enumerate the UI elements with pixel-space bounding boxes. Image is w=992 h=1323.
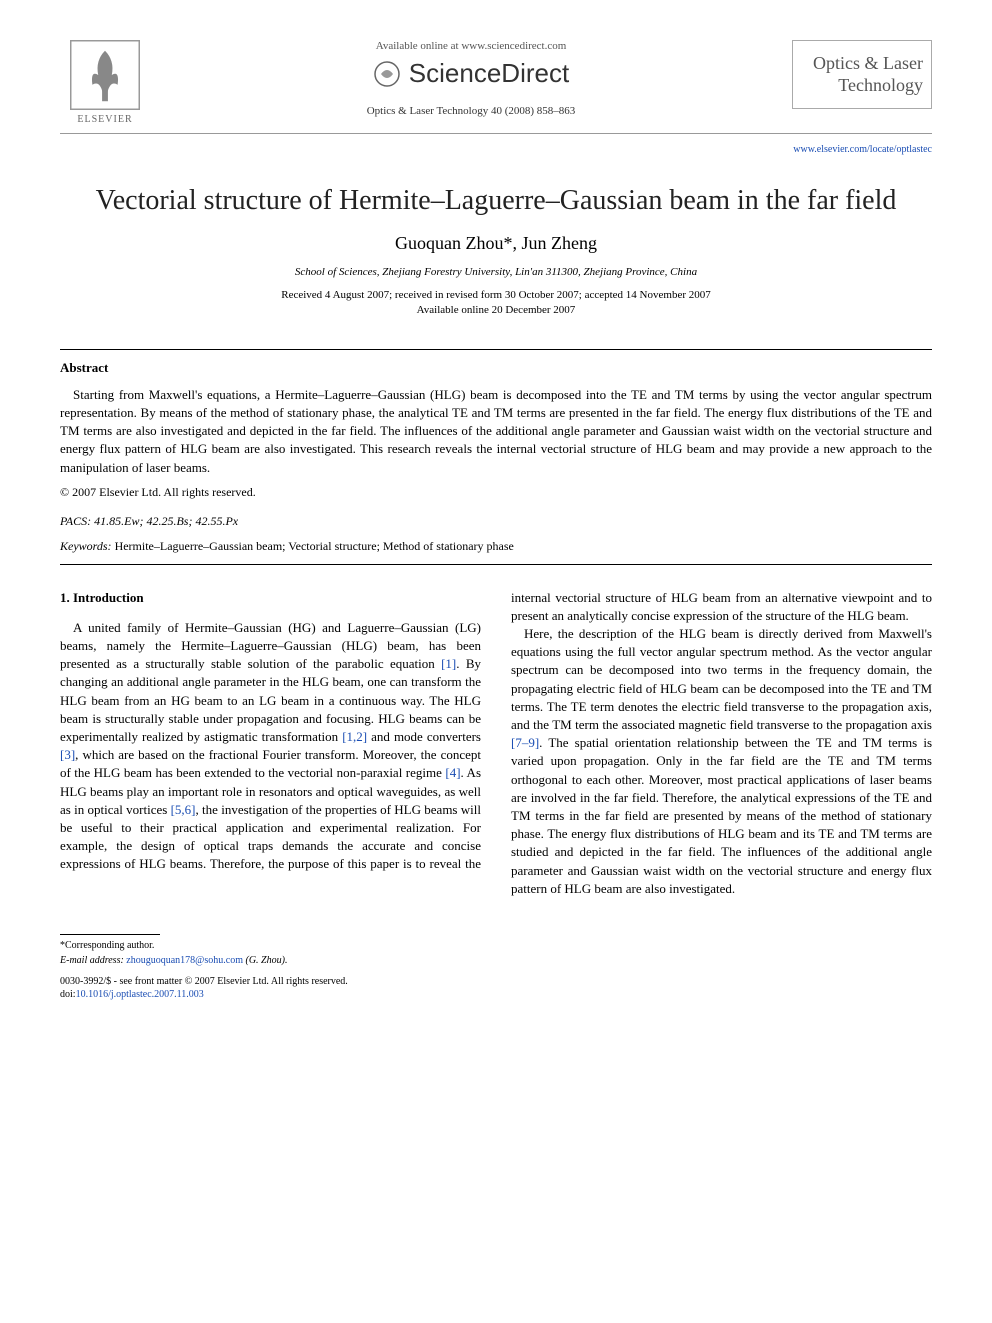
dates-line1: Received 4 August 2007; received in revi… bbox=[60, 288, 932, 303]
footnote-rule bbox=[60, 934, 160, 935]
ref-4[interactable]: [4] bbox=[445, 765, 460, 780]
keywords-text: Hermite–Laguerre–Gaussian beam; Vectoria… bbox=[112, 539, 514, 553]
elsevier-logo-block: ELSEVIER bbox=[60, 40, 150, 125]
elsevier-tree-icon bbox=[70, 40, 140, 110]
journal-title-box: Optics & Laser Technology bbox=[792, 40, 932, 109]
keywords-label: Keywords: bbox=[60, 539, 112, 553]
publication-dates: Received 4 August 2007; received in revi… bbox=[60, 288, 932, 319]
ref-3[interactable]: [3] bbox=[60, 747, 75, 762]
pacs-line: PACS: 41.85.Ew; 42.25.Bs; 42.55.Px bbox=[60, 514, 932, 529]
page-footer: *Corresponding author. E-mail address: z… bbox=[60, 904, 932, 1001]
elsevier-label: ELSEVIER bbox=[77, 114, 132, 125]
email-address[interactable]: zhouguoquan178@sohu.com bbox=[124, 955, 246, 966]
email-label: E-mail address: bbox=[60, 955, 124, 966]
copyright-line: © 2007 Elsevier Ltd. All rights reserved… bbox=[60, 485, 932, 500]
header-center: Available online at www.sciencedirect.co… bbox=[150, 40, 792, 117]
email-line: E-mail address: zhouguoquan178@sohu.com … bbox=[60, 954, 348, 967]
journal-reference: Optics & Laser Technology 40 (2008) 858–… bbox=[367, 105, 576, 117]
intro-para-2: Here, the description of the HLG beam is… bbox=[511, 625, 932, 898]
body-columns: 1. Introduction A united family of Hermi… bbox=[60, 589, 932, 898]
header-rule bbox=[60, 133, 932, 134]
dates-line2: Available online 20 December 2007 bbox=[60, 303, 932, 318]
keywords-line: Keywords: Hermite–Laguerre–Gaussian beam… bbox=[60, 539, 932, 554]
pacs-label: PACS: bbox=[60, 514, 91, 528]
sciencedirect-brand: ScienceDirect bbox=[373, 58, 569, 89]
sciencedirect-text: ScienceDirect bbox=[409, 58, 569, 89]
journal-url[interactable]: www.elsevier.com/locate/optlastec bbox=[60, 144, 932, 155]
abstract-label: Abstract bbox=[60, 360, 932, 376]
footer-left: *Corresponding author. E-mail address: z… bbox=[60, 934, 348, 1001]
affiliation: School of Sciences, Zhejiang Forestry Un… bbox=[60, 266, 932, 278]
paper-title: Vectorial structure of Hermite–Laguerre–… bbox=[60, 185, 932, 217]
ref-5-6[interactable]: [5,6] bbox=[171, 802, 196, 817]
available-online-text: Available online at www.sciencedirect.co… bbox=[376, 40, 567, 52]
ref-1[interactable]: [1] bbox=[441, 656, 456, 671]
section-1-heading: 1. Introduction bbox=[60, 589, 481, 607]
email-suffix: (G. Zhou). bbox=[246, 955, 288, 966]
ref-7-9[interactable]: [7–9] bbox=[511, 735, 539, 750]
doi-line: doi:10.1016/j.optlastec.2007.11.003 bbox=[60, 988, 348, 1001]
ref-1-2[interactable]: [1,2] bbox=[342, 729, 367, 744]
journal-title-line2: Technology bbox=[801, 75, 923, 97]
front-matter: 0030-3992/$ - see front matter © 2007 El… bbox=[60, 975, 348, 988]
journal-title-line1: Optics & Laser bbox=[801, 53, 923, 75]
doi-value[interactable]: 10.1016/j.optlastec.2007.11.003 bbox=[76, 989, 204, 1000]
sciencedirect-icon bbox=[373, 60, 401, 88]
authors: Guoquan Zhou*, Jun Zheng bbox=[60, 233, 932, 254]
abstract-top-rule bbox=[60, 349, 932, 350]
page-header: ELSEVIER Available online at www.science… bbox=[60, 40, 932, 125]
pacs-codes: 41.85.Ew; 42.25.Bs; 42.55.Px bbox=[91, 514, 238, 528]
abstract-bottom-rule bbox=[60, 564, 932, 565]
doi-label: doi: bbox=[60, 989, 76, 1000]
corresponding-author: *Corresponding author. bbox=[60, 939, 348, 952]
abstract-text: Starting from Maxwell's equations, a Her… bbox=[60, 386, 932, 477]
